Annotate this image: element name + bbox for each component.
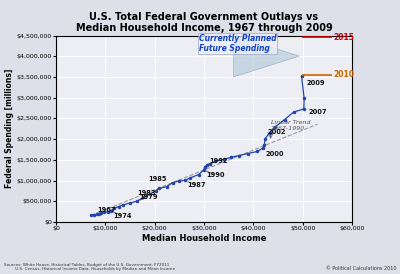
Title: U.S. Total Federal Government Outlays vs
Median Household Income, 1967 through 2: U.S. Total Federal Government Outlays vs… — [76, 12, 332, 33]
Text: 2009: 2009 — [302, 76, 325, 85]
Text: 1990: 1990 — [206, 171, 225, 178]
Text: Linear Trend
1967-1990: Linear Trend 1967-1990 — [271, 120, 310, 131]
Text: 1974: 1974 — [113, 212, 132, 219]
Text: 1983: 1983 — [137, 189, 159, 196]
Text: 1967: 1967 — [91, 207, 116, 215]
Text: 2010: 2010 — [333, 70, 354, 79]
Text: 2000: 2000 — [263, 148, 284, 157]
Text: Sources: White House, Historical Tables, Budget of the U.S. Government, FY2011
 : Sources: White House, Historical Tables,… — [4, 263, 175, 271]
Text: 1987: 1987 — [188, 181, 206, 188]
Text: 2007: 2007 — [304, 109, 327, 115]
Text: Currently Planned
Future Spending: Currently Planned Future Spending — [199, 34, 277, 53]
Text: © Political Calculations 2010: © Political Calculations 2010 — [326, 266, 396, 271]
Text: 2015: 2015 — [333, 33, 354, 42]
Text: 1979: 1979 — [140, 194, 158, 200]
Text: 2002: 2002 — [265, 130, 286, 139]
X-axis label: Median Household Income: Median Household Income — [142, 234, 266, 243]
Y-axis label: Federal Spending [millions]: Federal Spending [millions] — [5, 69, 14, 189]
Text: 1992: 1992 — [210, 158, 228, 164]
Polygon shape — [234, 35, 299, 77]
Text: 1985: 1985 — [148, 176, 172, 183]
